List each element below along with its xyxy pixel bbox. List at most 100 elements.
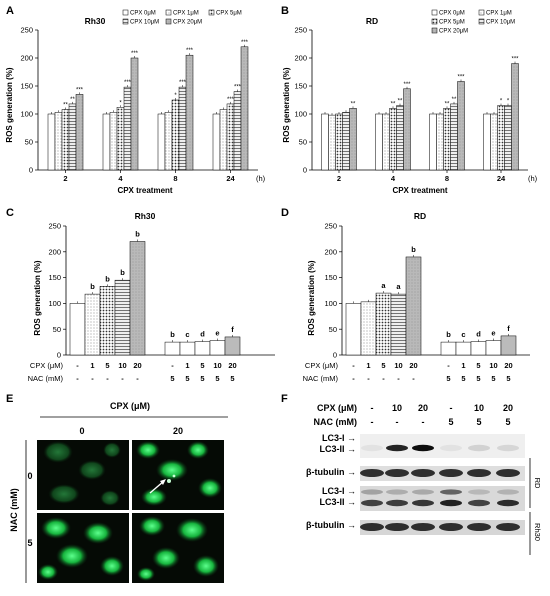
legend-label: CPX 10μM — [486, 20, 515, 26]
bar — [360, 301, 377, 356]
bar — [328, 114, 336, 171]
bar — [240, 46, 249, 171]
bar — [102, 113, 111, 171]
y-tick-label: 150 — [324, 273, 337, 282]
blot-label-lc3-i-rh30: LC3-I → — [322, 486, 356, 496]
panel-f-row-label-cpx: CPX (μM) — [317, 403, 357, 413]
bar — [457, 81, 465, 171]
cpx-value: - — [171, 361, 174, 370]
bar — [396, 105, 404, 171]
legend-swatch — [478, 9, 485, 16]
panel-e-header: CPX (μM) — [110, 401, 150, 411]
nac-value: - — [106, 374, 109, 383]
bar — [224, 336, 241, 356]
legend-swatch — [122, 9, 129, 16]
significance-letter: e — [491, 329, 495, 338]
legend-label: CPX 0μM — [130, 11, 156, 17]
cpx-value: 10 — [394, 361, 402, 370]
band-tubulin-rd — [411, 469, 435, 477]
chart-d-row-label-nac: NAC (mM) — [303, 374, 339, 383]
chart-a-y-axis-label: ROS generation (%) — [5, 67, 14, 142]
band-tubulin-rh30 — [439, 523, 463, 531]
bar — [157, 113, 166, 171]
legend-label: CPX 1μM — [486, 11, 512, 17]
y-tick-label: 200 — [294, 54, 307, 63]
x-tick-label: 2 — [337, 174, 341, 183]
blot-label-lc3-ii-rd: LC3-II → — [319, 444, 356, 454]
bar — [443, 108, 451, 171]
significance-mark: ** — [70, 97, 75, 103]
band-lc3-ii-rh30 — [361, 499, 383, 507]
significance-mark: *** — [131, 51, 139, 57]
legend-label: CPX 5μM — [216, 11, 242, 17]
bar — [497, 105, 505, 171]
bar — [84, 293, 101, 356]
panel-letter-d: D — [281, 207, 289, 219]
nac-value: 5 — [461, 374, 465, 383]
significance-mark: *** — [76, 87, 84, 93]
legend-label: CPX 5μM — [439, 20, 465, 26]
y-tick-label: 100 — [294, 110, 307, 119]
chart-a-title: Rh30 — [85, 16, 106, 26]
panel-e-col-1: 20 — [173, 426, 183, 436]
legend-swatch — [122, 18, 129, 25]
band-lc3-ii-rd — [440, 444, 462, 452]
bar — [171, 99, 180, 171]
band-tubulin-rh30 — [385, 523, 409, 531]
significance-mark: * — [119, 100, 122, 106]
bar — [164, 341, 181, 356]
legend-label: CPX 1μM — [173, 11, 199, 17]
band-lc3-ii-rd — [468, 444, 490, 452]
significance-mark: *** — [124, 80, 132, 86]
legend-label: CPX 10μM — [130, 20, 159, 26]
blot-strip-lc3-rh30 — [360, 486, 525, 511]
bar — [500, 335, 517, 356]
significance-mark: *** — [457, 75, 465, 81]
x-tick-label: 24 — [226, 174, 235, 183]
nac-value: - — [397, 374, 400, 383]
chart-c-title: Rh30 — [135, 211, 156, 221]
significance-letter: d — [200, 330, 205, 339]
y-tick-label: 250 — [324, 222, 337, 231]
chart-d-y-axis-label: ROS generation (%) — [307, 260, 316, 335]
band-lc3-ii-rh30 — [412, 499, 434, 507]
nac-value: - — [136, 374, 139, 383]
band-tubulin-rh30 — [496, 523, 520, 531]
legend-swatch — [165, 9, 172, 16]
bar — [209, 340, 226, 356]
significance-mark: * — [500, 99, 503, 105]
bar — [490, 113, 498, 171]
bar — [504, 105, 512, 171]
x-tick-label: 8 — [173, 174, 177, 183]
bar — [483, 113, 491, 171]
legend-swatch — [478, 18, 485, 25]
chart-d-rd-nac: D RD ROS generation (%) CPX (μM) NAC (mM… — [281, 207, 530, 383]
band-tubulin-rh30 — [360, 523, 384, 531]
nac-value: - — [412, 374, 415, 383]
bar — [436, 113, 444, 171]
band-lc3-ii-rd — [361, 444, 383, 452]
significance-mark: *** — [179, 80, 187, 86]
blot-strip-lc3-rd — [360, 434, 525, 458]
bar — [375, 292, 392, 356]
cells-cpx0-nac5 — [38, 517, 124, 580]
y-tick-label: 50 — [25, 138, 33, 147]
bar — [178, 86, 187, 171]
bar — [389, 108, 397, 171]
chart-b-y-axis-label: ROS generation (%) — [282, 67, 291, 142]
bar — [75, 94, 84, 171]
bar — [382, 113, 390, 171]
band-tubulin-rd — [439, 469, 463, 477]
legend-swatch — [431, 18, 438, 25]
legend-swatch — [208, 9, 215, 16]
lane-cpx-value: 10 — [474, 403, 484, 413]
cpx-value: 1 — [461, 361, 465, 370]
y-tick-label: 0 — [303, 166, 307, 175]
cpx-value: - — [76, 361, 79, 370]
lane-nac-value: - — [371, 417, 374, 427]
band-tubulin-rh30 — [411, 523, 435, 531]
nac-value: - — [367, 374, 370, 383]
cpx-value: 20 — [409, 361, 417, 370]
band-lc3-ii-rh30 — [386, 499, 408, 507]
panel-e-row-header: NAC (mM) — [9, 488, 19, 532]
